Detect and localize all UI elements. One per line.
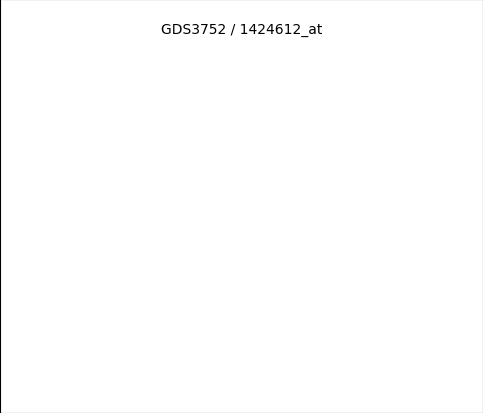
Bar bbox=[185, 196, 202, 265]
Text: 0 hr: 0 hr bbox=[87, 302, 106, 312]
Text: 3 hr: 3 hr bbox=[280, 302, 299, 312]
FancyBboxPatch shape bbox=[338, 296, 435, 320]
Bar bbox=[52, 380, 68, 391]
Bar bbox=[153, 242, 170, 265]
Text: agent: agent bbox=[20, 274, 48, 284]
Bar bbox=[52, 361, 68, 370]
Bar bbox=[56, 207, 73, 265]
Bar bbox=[52, 320, 68, 330]
Bar bbox=[313, 123, 330, 265]
Bar bbox=[346, 98, 363, 265]
Text: GDS3752 / 1424612_at: GDS3752 / 1424612_at bbox=[161, 23, 322, 37]
FancyBboxPatch shape bbox=[145, 296, 242, 320]
Text: rank, Detection Call = ABSENT: rank, Detection Call = ABSENT bbox=[75, 380, 226, 391]
Bar bbox=[52, 340, 68, 350]
Bar bbox=[281, 109, 298, 265]
Bar bbox=[410, 166, 427, 265]
Text: 6 hr: 6 hr bbox=[377, 302, 396, 312]
Bar bbox=[249, 36, 266, 265]
FancyBboxPatch shape bbox=[48, 268, 145, 292]
Bar bbox=[346, 97, 363, 265]
Bar bbox=[410, 166, 427, 265]
Text: percentile rank within the sample: percentile rank within the sample bbox=[75, 340, 241, 350]
Text: 1 hr: 1 hr bbox=[184, 302, 203, 312]
Bar bbox=[378, 36, 395, 265]
Bar bbox=[249, 120, 266, 265]
Text: time: time bbox=[26, 302, 48, 312]
Text: untreated: untreated bbox=[72, 274, 121, 284]
Bar bbox=[217, 62, 234, 265]
Text: value, Detection Call = ABSENT: value, Detection Call = ABSENT bbox=[75, 361, 230, 370]
Text: count: count bbox=[75, 320, 103, 330]
FancyBboxPatch shape bbox=[48, 296, 145, 320]
Bar bbox=[120, 71, 137, 265]
FancyBboxPatch shape bbox=[145, 268, 435, 292]
Bar bbox=[378, 36, 395, 265]
Bar bbox=[88, 62, 105, 265]
FancyBboxPatch shape bbox=[242, 296, 338, 320]
Text: concanavalin A: concanavalin A bbox=[253, 274, 327, 284]
